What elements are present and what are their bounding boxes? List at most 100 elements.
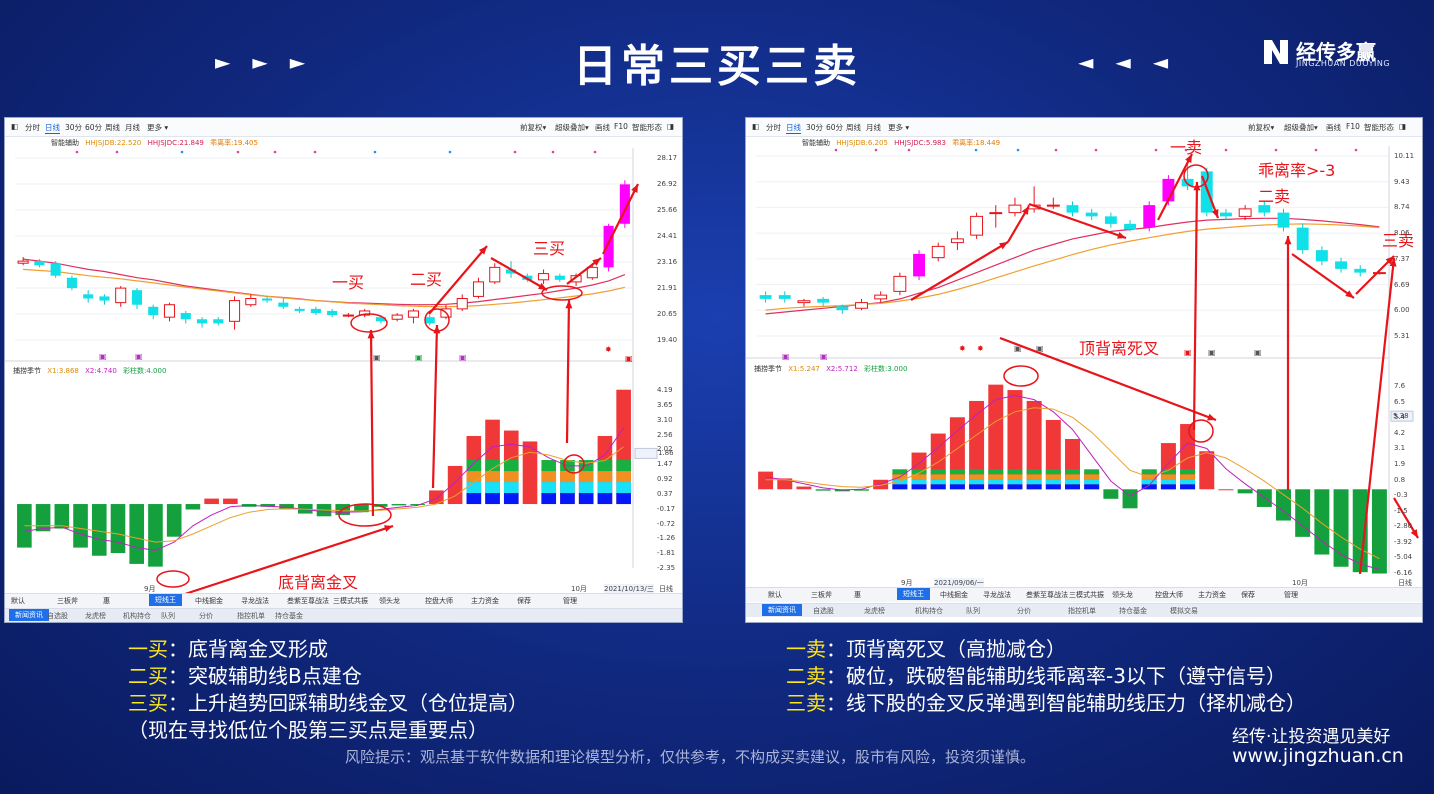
right-signal-marker-3: ✸ — [977, 344, 984, 353]
left-tab-monthly[interactable]: 月线 — [125, 123, 140, 132]
right-ind-bar-5 — [854, 489, 869, 491]
left-news-tab-2[interactable]: 龙虎榜 — [85, 612, 106, 620]
left-draw-button[interactable]: 画线 — [595, 123, 610, 132]
right-ind-stack-22-3 — [1180, 469, 1196, 475]
right-bottom-tab-2[interactable]: 惠 — [854, 591, 861, 599]
left-bottom-tab-4[interactable]: 中线掘金 — [195, 597, 223, 605]
right-bottom-tab-10[interactable]: 主力资金 — [1198, 591, 1226, 599]
left-ind-bar-23 — [447, 465, 463, 505]
left-arrow-trend1-head — [478, 246, 487, 255]
left-bottom-tab-1[interactable]: 三板斧 — [57, 597, 78, 605]
left-bottom-tab-8[interactable]: 领头龙 — [379, 597, 400, 605]
left-bottom-tab-5[interactable]: 寻龙战法 — [241, 597, 269, 605]
left-tab-daily[interactable]: 日线 — [45, 123, 60, 134]
left-candle-35 — [586, 266, 598, 279]
right-bottom-tab-5[interactable]: 寻龙战法 — [983, 591, 1011, 599]
left-ind-stack-32-2 — [616, 471, 631, 483]
right-ind-bar-18 — [1103, 489, 1119, 499]
left-panel-toggle-icon[interactable]: ◨ — [667, 122, 675, 131]
left-news-tab-7[interactable]: 持仓基金 — [275, 612, 303, 620]
left-candle-4 — [83, 294, 94, 299]
right-date-label: 2021/09/06/一 — [934, 578, 984, 588]
right-news-tab-1[interactable]: 自选股 — [813, 607, 834, 615]
right-tab-60min[interactable]: 60分 — [826, 123, 844, 132]
right-f10-button[interactable]: F10 — [1346, 122, 1360, 131]
right-bottom-tab-8[interactable]: 领头龙 — [1112, 591, 1133, 599]
right-overlay-menu[interactable]: 超级叠加▾ — [1284, 123, 1318, 132]
right-bottom-tab-0[interactable]: 默认 — [768, 591, 782, 599]
right-bottom-tab-3[interactable]: 短线王 — [897, 588, 930, 600]
site-url[interactable]: www.jingzhuan.cn — [1232, 745, 1404, 767]
right-ind-stack-14-0 — [1026, 484, 1042, 490]
right-toolbar-back-icon[interactable]: ◧ — [752, 122, 760, 131]
right-ind-bar-0 — [758, 471, 774, 490]
left-tab-more[interactable]: 更多 ▾ — [147, 123, 169, 132]
right-tab-monthly[interactable]: 月线 — [866, 123, 881, 132]
left-ind-bar-22 — [429, 490, 444, 505]
right-bottom-tab-12[interactable]: 管理 — [1284, 591, 1298, 599]
right-ind-stack-10-1 — [949, 479, 965, 485]
right-news-tab-6[interactable]: 指控机单 — [1068, 607, 1096, 615]
right-news-tab-0[interactable]: 新闻资讯 — [762, 604, 802, 616]
left-news-tab-0[interactable]: 新闻资讯 — [9, 609, 49, 621]
left-adjust-menu[interactable]: 前复权▾ — [520, 123, 547, 132]
right-bottom-tab-9[interactable]: 控盘大师 — [1155, 591, 1183, 599]
left-news-tab-6[interactable]: 指控机单 — [237, 612, 265, 620]
right-news-tab-3[interactable]: 机构持仓 — [915, 607, 943, 615]
left-candle-7 — [131, 290, 143, 305]
right-news-tab-2[interactable]: 龙虎榜 — [864, 607, 885, 615]
right-tab-more[interactable]: 更多 ▾ — [888, 123, 910, 132]
right-bottom-tab-1[interactable]: 三板斧 — [811, 591, 832, 599]
left-tab-60min[interactable]: 60分 — [85, 123, 103, 132]
right-panel-toggle-icon[interactable]: ◨ — [1399, 122, 1407, 131]
left-f10-button[interactable]: F10 — [614, 122, 628, 131]
right-tab-daily[interactable]: 日线 — [786, 123, 801, 134]
left-ind-tick-7: 0.37 — [657, 489, 673, 498]
left-bottom-tab-2[interactable]: 惠 — [103, 597, 110, 605]
left-month-oct: 10月 — [571, 585, 587, 593]
right-tab-weekly[interactable]: 周线 — [846, 123, 861, 132]
right-arrow-rise3 — [1157, 153, 1193, 221]
right-bottom-tab-11[interactable]: 保荐 — [1241, 591, 1255, 599]
left-ind-x2-line — [24, 446, 624, 543]
left-tab-30min[interactable]: 30分 — [65, 123, 83, 132]
left-bottom-tab-10[interactable]: 主力资金 — [471, 597, 499, 605]
left-candle-20 — [342, 314, 354, 317]
right-ind-stack-7-0 — [892, 484, 908, 490]
right-bottom-tab-6[interactable]: 叁紫至尊战法 — [1026, 591, 1068, 599]
left-candle-22 — [375, 317, 386, 322]
right-bottom-tab-7[interactable]: 三模式共振 — [1069, 591, 1104, 599]
sell-note-2: 二卖：破位，跌破智能辅助线乖离率-3以下（遵守信号） — [786, 663, 1306, 690]
left-bottom-tab-11[interactable]: 保荐 — [517, 597, 531, 605]
left-bottom-tabs: 默认 三板斧 惠 短线王 中线掘金 寻龙战法 叁紫至尊战法 三模式共振 领头龙 控盘大师 主力资金 保… — [5, 593, 682, 608]
right-pattern-button[interactable]: 智能形态 — [1364, 123, 1394, 132]
left-toolbar: ◧ 分时 日线 30分 60分 周线 月线 更多 ▾ 前复权▾ 超级叠加▾ 画线… — [5, 118, 682, 137]
buy-note-1-key: 一买 — [128, 637, 168, 661]
left-toolbar-back-icon[interactable]: ◧ — [11, 122, 19, 131]
left-news-tab-4[interactable]: 队列 — [161, 612, 175, 620]
right-news-tab-8[interactable]: 模拟交易 — [1170, 607, 1198, 615]
right-tab-30min[interactable]: 30分 — [806, 123, 824, 132]
left-tab-intraday[interactable]: 分时 — [25, 123, 40, 132]
left-news-tab-5[interactable]: 分价 — [199, 612, 213, 620]
left-pattern-button[interactable]: 智能形态 — [632, 123, 662, 132]
left-bottom-tab-3[interactable]: 短线王 — [149, 594, 182, 606]
right-news-tab-5[interactable]: 分价 — [1017, 607, 1031, 615]
right-bottom-tab-4[interactable]: 中线掘金 — [940, 591, 968, 599]
left-bottom-tab-0[interactable]: 默认 — [11, 597, 25, 605]
left-tab-weekly[interactable]: 周线 — [105, 123, 120, 132]
left-bottom-tab-6[interactable]: 叁紫至尊战法 — [287, 597, 329, 605]
right-tab-intraday[interactable]: 分时 — [766, 123, 781, 132]
right-draw-button[interactable]: 画线 — [1326, 123, 1341, 132]
left-news-tab-3[interactable]: 机构持仓 — [123, 612, 151, 620]
left-news-tab-1[interactable]: 自选股 — [47, 612, 68, 620]
left-bottom-tab-7[interactable]: 三模式共振 — [333, 597, 368, 605]
left-candle-12 — [213, 319, 224, 324]
right-news-tab-7[interactable]: 持仓基金 — [1119, 607, 1147, 615]
right-news-tab-4[interactable]: 队列 — [966, 607, 980, 615]
left-bottom-tab-9[interactable]: 控盘大师 — [425, 597, 453, 605]
left-overlay-menu[interactable]: 超级叠加▾ — [555, 123, 589, 132]
right-adjust-menu[interactable]: 前复权▾ — [1248, 123, 1275, 132]
left-bottom-tab-12[interactable]: 管理 — [563, 597, 577, 605]
